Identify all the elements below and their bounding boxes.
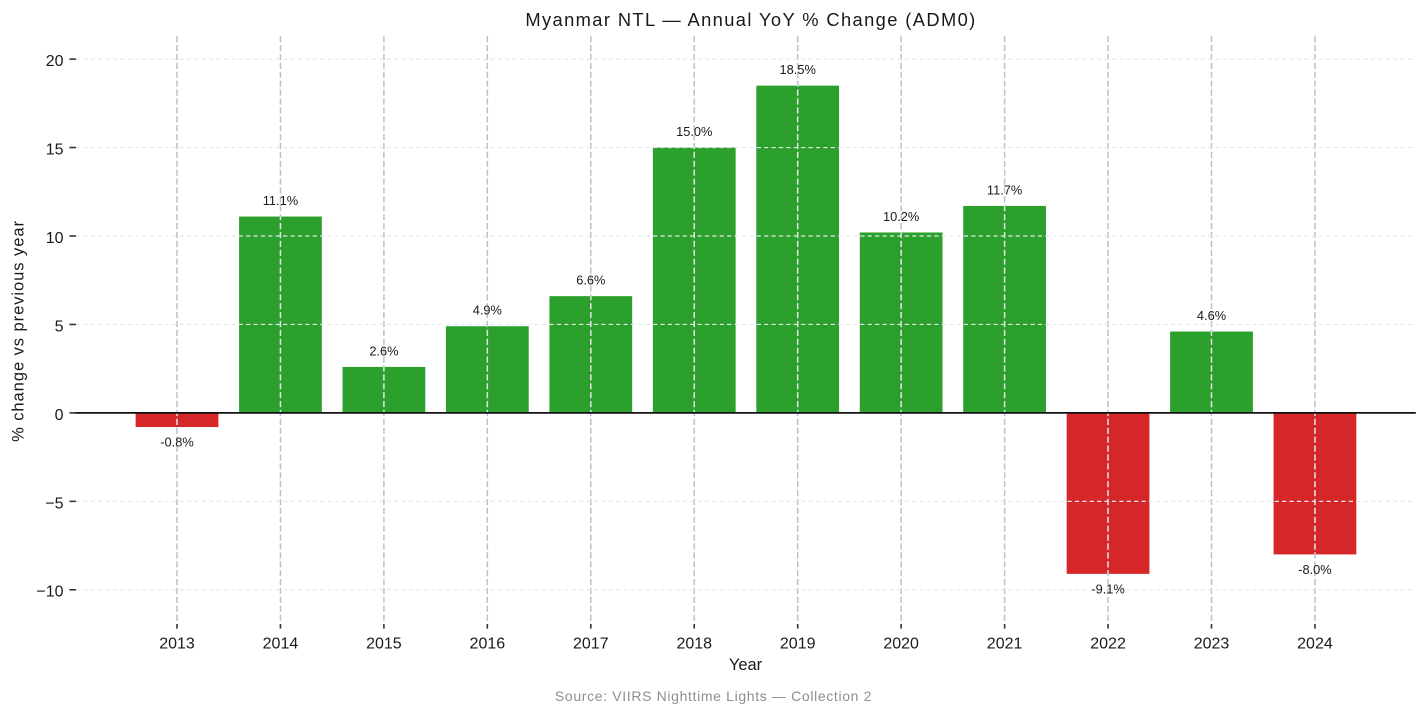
svg-text:-8.0%: -8.0% [1298, 562, 1331, 577]
svg-text:2020: 2020 [883, 635, 919, 652]
svg-text:11.1%: 11.1% [263, 193, 298, 208]
svg-text:-9.1%: -9.1% [1091, 581, 1124, 596]
svg-text:0: 0 [55, 407, 64, 424]
svg-text:Source: VIIRS Nighttime Lights: Source: VIIRS Nighttime Lights — Collect… [555, 688, 872, 704]
svg-text:4.9%: 4.9% [473, 303, 502, 318]
svg-text:20: 20 [46, 53, 64, 70]
svg-text:10: 10 [46, 230, 64, 247]
svg-text:15.0%: 15.0% [676, 124, 712, 139]
svg-text:Year: Year [729, 656, 763, 674]
svg-text:2021: 2021 [987, 635, 1023, 652]
svg-text:2023: 2023 [1194, 635, 1230, 652]
svg-text:-0.8%: -0.8% [160, 434, 193, 449]
svg-text:−5: −5 [45, 495, 63, 512]
svg-text:15: 15 [46, 141, 64, 158]
svg-text:5: 5 [55, 318, 64, 335]
svg-text:18.5%: 18.5% [780, 62, 816, 77]
svg-text:2017: 2017 [573, 635, 609, 652]
svg-text:2.6%: 2.6% [369, 343, 398, 358]
svg-text:2018: 2018 [676, 635, 712, 652]
svg-text:2013: 2013 [159, 635, 195, 652]
svg-text:11.7%: 11.7% [987, 182, 1022, 197]
svg-text:6.6%: 6.6% [576, 273, 605, 288]
svg-text:2019: 2019 [780, 635, 816, 652]
svg-text:2016: 2016 [470, 635, 506, 652]
svg-text:10.2%: 10.2% [883, 209, 919, 224]
svg-text:2024: 2024 [1297, 635, 1333, 652]
svg-text:Myanmar NTL — Annual YoY % Cha: Myanmar NTL — Annual YoY % Change (ADM0) [525, 9, 976, 30]
svg-text:−10: −10 [36, 584, 63, 601]
svg-text:2015: 2015 [366, 635, 402, 652]
svg-text:2014: 2014 [263, 635, 299, 652]
svg-text:% change vs previous year: % change vs previous year [10, 220, 28, 442]
svg-text:4.6%: 4.6% [1197, 308, 1226, 323]
svg-text:2022: 2022 [1090, 635, 1126, 652]
